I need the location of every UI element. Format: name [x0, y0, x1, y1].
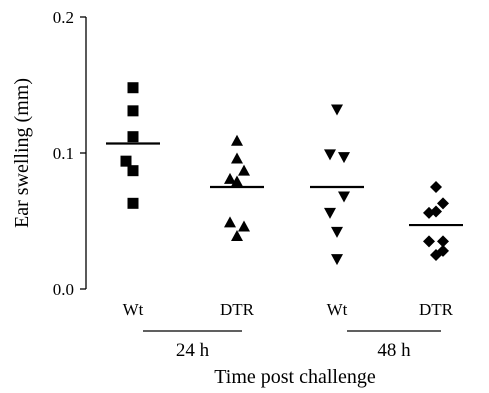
- x-category-label: DTR: [220, 300, 255, 319]
- data-point-square: [127, 165, 139, 177]
- data-point-square: [127, 82, 139, 94]
- axes: [80, 16, 441, 332]
- data-point-triangle-up: [231, 134, 243, 146]
- data-point-triangle-down: [338, 191, 350, 203]
- data-point-square: [120, 155, 132, 167]
- data-point-triangle-up: [231, 229, 243, 241]
- data-point-diamond: [423, 235, 435, 248]
- group-label: 48 h: [377, 340, 411, 361]
- data-point-diamond: [437, 244, 449, 257]
- data-point-diamond: [437, 235, 449, 248]
- data-point-triangle-up: [224, 216, 236, 228]
- data-point-triangle-down: [324, 207, 336, 219]
- data-point-square: [127, 197, 139, 209]
- x-category-label: DTR: [419, 300, 454, 319]
- data-point-triangle-up: [231, 175, 243, 187]
- data-point-triangle-down: [331, 226, 343, 238]
- data-point-triangle-down: [331, 254, 343, 266]
- data-point-triangle-up: [238, 164, 250, 176]
- x-axis-title: Time post challenge: [214, 366, 376, 388]
- data-point-triangle-down: [324, 149, 336, 161]
- data-marks: [106, 82, 463, 266]
- data-point-triangle-up: [224, 172, 236, 184]
- data-point-triangle-up: [238, 220, 250, 232]
- labels: Ear swelling (mm) Time post challenge 0.…: [11, 8, 454, 388]
- data-point-diamond: [430, 205, 442, 218]
- y-tick-label: 0.1: [53, 144, 74, 163]
- data-point-triangle-down: [331, 104, 343, 116]
- data-point-triangle-down: [338, 152, 350, 164]
- y-tick-label: 0.2: [53, 8, 74, 27]
- group-label: 24 h: [176, 340, 210, 361]
- data-point-square: [127, 105, 139, 117]
- x-category-label: Wt: [327, 300, 348, 319]
- y-tick-label: 0.0: [53, 280, 74, 299]
- y-axis-title: Ear swelling (mm): [11, 78, 33, 228]
- x-category-label: Wt: [123, 300, 144, 319]
- data-point-diamond: [437, 197, 449, 210]
- data-point-square: [127, 131, 139, 143]
- data-point-triangle-up: [231, 152, 243, 164]
- data-point-diamond: [430, 181, 442, 193]
